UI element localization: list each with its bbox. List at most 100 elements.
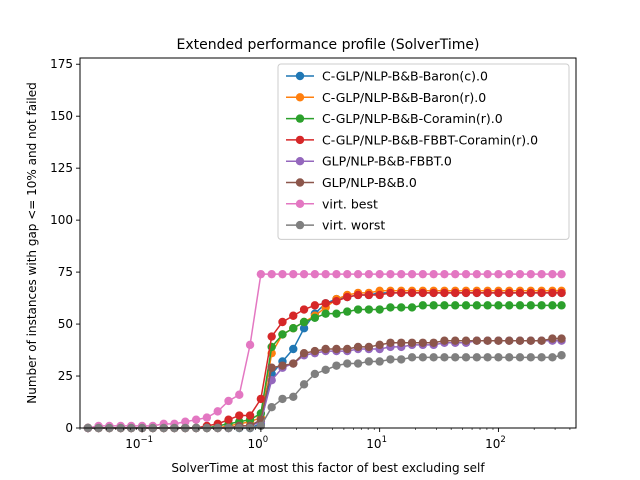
- data-point: [299, 305, 309, 314]
- legend-entry: virt. worst: [322, 218, 385, 233]
- data-point: [299, 324, 309, 333]
- data-point: [343, 307, 352, 316]
- data-point: [397, 303, 406, 312]
- data-point: [461, 269, 471, 279]
- data-point: [267, 332, 276, 341]
- data-point: [224, 396, 233, 406]
- data-point: [440, 301, 449, 310]
- data-point: [451, 269, 460, 279]
- x-tick-label: 10−1: [125, 435, 153, 451]
- data-point: [278, 361, 287, 370]
- x-tick-label-exp: −1: [140, 435, 153, 445]
- data-point: [235, 411, 244, 420]
- data-point: [375, 290, 384, 300]
- x-tick-label: 100: [248, 435, 269, 451]
- data-point: [310, 369, 320, 379]
- chart-title: Extended performance profile (SolverTime…: [177, 37, 480, 53]
- y-tick-label: 125: [50, 161, 73, 175]
- data-point: [364, 305, 374, 314]
- data-point: [375, 269, 384, 279]
- data-point: [548, 301, 557, 310]
- data-point: [515, 353, 525, 362]
- data-point: [461, 288, 471, 298]
- data-point: [515, 336, 525, 345]
- data-point: [526, 288, 536, 298]
- data-point: [494, 301, 503, 310]
- data-point: [245, 411, 255, 420]
- data-point: [310, 313, 320, 323]
- data-point: [472, 269, 482, 279]
- data-point: [429, 338, 438, 347]
- data-point: [321, 365, 330, 374]
- data-point: [299, 380, 309, 389]
- data-point: [440, 269, 449, 279]
- data-point: [332, 269, 341, 279]
- x-tick-label-base: 10: [248, 437, 263, 451]
- data-point: [256, 394, 266, 404]
- data-point: [557, 351, 566, 360]
- data-point: [526, 353, 536, 362]
- data-point: [418, 301, 428, 310]
- data-point: [289, 269, 298, 279]
- data-point: [310, 346, 320, 356]
- data-point: [526, 269, 536, 279]
- legend-entry: virt. best: [322, 196, 378, 211]
- data-point: [548, 334, 557, 343]
- legend-entry: C-GLP/NLP-B&B-Coramin(r).0: [322, 111, 503, 126]
- data-point: [407, 353, 417, 362]
- legend-swatch-marker: [295, 178, 305, 187]
- data-point: [353, 342, 363, 352]
- y-axis-label: Number of instances with gap <= 10% and …: [25, 82, 39, 404]
- data-point: [267, 363, 276, 372]
- data-point: [343, 269, 352, 279]
- x-axis-label: SolverTime at most this factor of best e…: [171, 461, 485, 475]
- data-point: [332, 344, 341, 354]
- data-point: [364, 269, 374, 279]
- data-point: [386, 288, 395, 298]
- legend-swatch-marker: [295, 135, 305, 145]
- data-point: [299, 269, 309, 279]
- data-point: [505, 288, 514, 298]
- data-point: [343, 359, 352, 368]
- data-point: [429, 301, 438, 310]
- data-point: [310, 301, 320, 310]
- x-tick-label-base: 10: [125, 437, 140, 451]
- data-point: [289, 324, 298, 333]
- data-point: [289, 359, 298, 368]
- data-point: [332, 297, 341, 306]
- legend-swatch-marker: [295, 114, 305, 123]
- data-point: [299, 317, 309, 327]
- data-point: [537, 353, 546, 362]
- data-point: [181, 417, 190, 426]
- data-point: [461, 301, 471, 310]
- data-point: [332, 309, 341, 318]
- data-point: [224, 415, 233, 424]
- data-point: [407, 288, 417, 298]
- data-point: [472, 288, 482, 298]
- data-point: [557, 288, 566, 298]
- data-point: [526, 336, 536, 345]
- y-axis: 0 25 50 75 100 125 150 175: [50, 57, 80, 435]
- x-tick-label: 102: [485, 435, 506, 451]
- x-tick-label: 101: [366, 435, 387, 451]
- data-point: [407, 269, 417, 279]
- data-point: [418, 269, 428, 279]
- data-point: [472, 353, 482, 362]
- data-point: [483, 269, 492, 279]
- data-point: [515, 288, 525, 298]
- data-point: [332, 361, 341, 370]
- y-tick-label: 50: [58, 317, 73, 331]
- data-point: [537, 336, 546, 345]
- data-point: [461, 336, 471, 345]
- data-point: [557, 334, 566, 343]
- data-point: [289, 311, 298, 320]
- y-tick-label: 75: [58, 265, 73, 279]
- data-point: [461, 353, 471, 362]
- data-point: [548, 269, 557, 279]
- legend-swatch-marker: [295, 93, 305, 102]
- data-point: [321, 344, 330, 354]
- x-tick-label-base: 10: [366, 437, 381, 451]
- data-point: [483, 301, 492, 310]
- data-point: [375, 357, 384, 366]
